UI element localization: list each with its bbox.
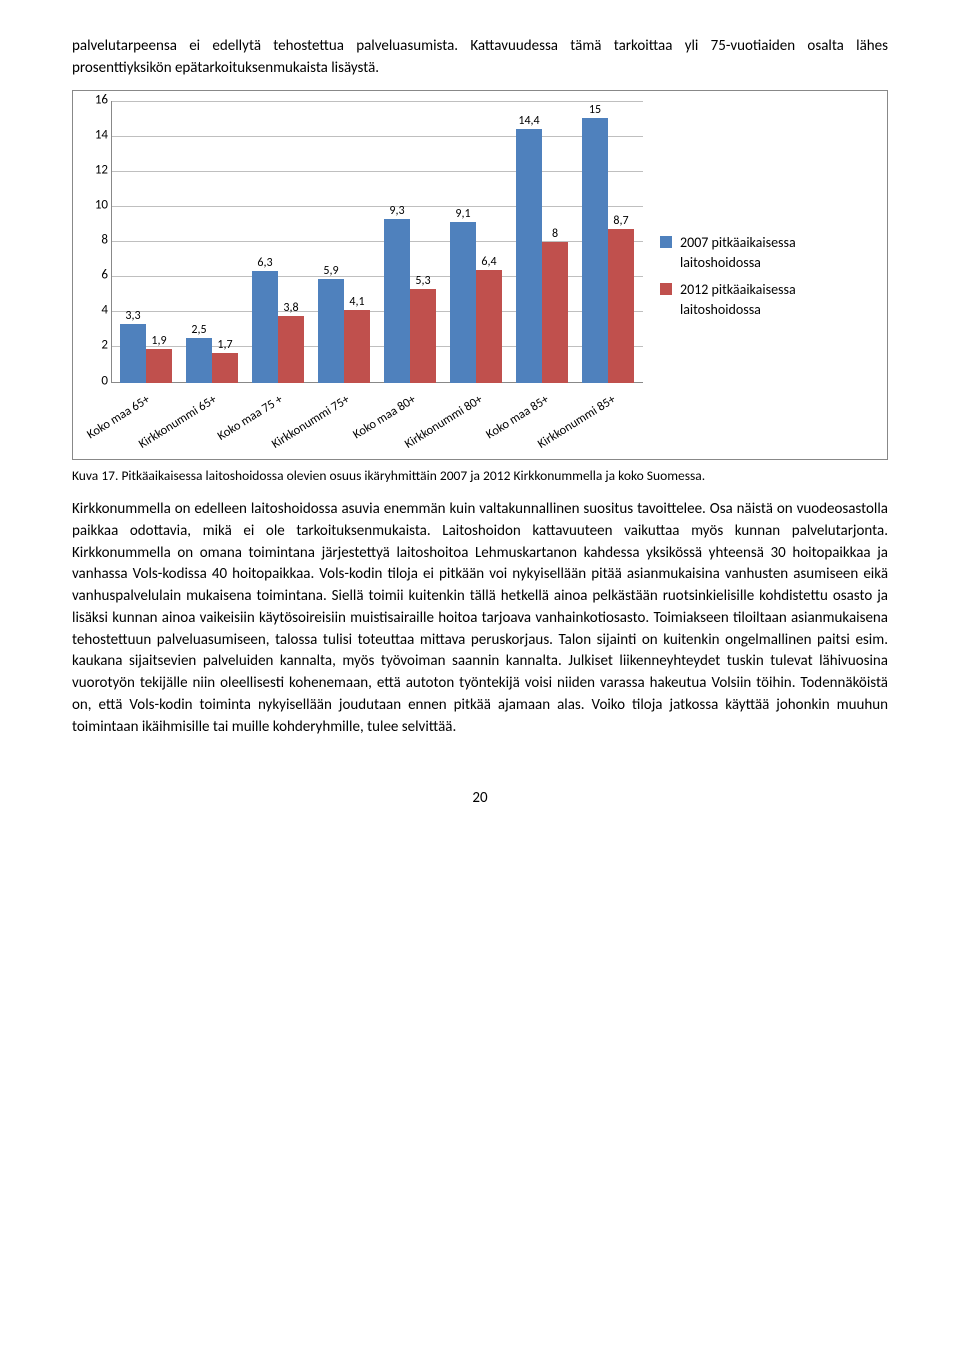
bar-group: 158,7 xyxy=(575,101,641,383)
y-tick-label: 8 xyxy=(88,232,108,251)
x-tick-label: Kirkkonummi 85+ xyxy=(577,383,644,453)
y-tick-label: 12 xyxy=(88,161,108,180)
bar: 14,4 xyxy=(516,129,542,383)
bar-value-label: 4,1 xyxy=(349,294,364,311)
bar-value-label: 6,4 xyxy=(481,254,496,271)
bar: 5,9 xyxy=(318,279,344,383)
page-number: 20 xyxy=(72,788,888,810)
bar-group: 3,31,9 xyxy=(113,101,179,383)
bar-group: 9,16,4 xyxy=(443,101,509,383)
bar-value-label: 8,7 xyxy=(613,213,628,230)
bar-value-label: 1,7 xyxy=(217,337,232,354)
bar: 8,7 xyxy=(608,229,634,382)
bar-group: 2,51,7 xyxy=(179,101,245,383)
bar: 2,5 xyxy=(186,338,212,382)
bar-group: 14,48 xyxy=(509,101,575,383)
bar-value-label: 14,4 xyxy=(518,113,539,130)
legend-label: 2007 pitkäaikaisessa laitoshoidossa xyxy=(680,233,868,274)
y-tick-label: 2 xyxy=(88,337,108,356)
bar: 6,4 xyxy=(476,270,502,383)
y-tick-label: 14 xyxy=(88,126,108,145)
bar-group: 9,35,3 xyxy=(377,101,443,383)
bar-value-label: 5,3 xyxy=(415,273,430,290)
legend-item: 2007 pitkäaikaisessa laitoshoidossa xyxy=(660,233,868,274)
y-tick-label: 4 xyxy=(88,302,108,321)
bar-group: 6,33,8 xyxy=(245,101,311,383)
bar-value-label: 8 xyxy=(552,226,558,243)
bar: 1,9 xyxy=(146,349,172,382)
chart-caption: Kuva 17. Pitkäaikaisessa laitoshoidossa … xyxy=(72,466,888,486)
y-tick-label: 16 xyxy=(88,91,108,110)
bar-value-label: 6,3 xyxy=(257,255,272,272)
y-tick-label: 6 xyxy=(88,267,108,286)
y-tick-label: 10 xyxy=(88,196,108,215)
bar-group: 5,94,1 xyxy=(311,101,377,383)
chart-legend: 2007 pitkäaikaisessa laitoshoidossa 2012… xyxy=(651,220,877,333)
bar: 6,3 xyxy=(252,271,278,382)
bar: 9,1 xyxy=(450,222,476,382)
bar: 3,3 xyxy=(120,324,146,382)
plot-area: 0246810121416 3,31,92,51,76,33,85,94,19,… xyxy=(111,101,643,383)
legend-swatch-icon xyxy=(660,283,672,295)
legend-item: 2012 pitkäaikaisessa laitoshoidossa xyxy=(660,280,868,321)
body-paragraph: Kirkkonummella on edelleen laitoshoidoss… xyxy=(72,499,888,738)
bar-value-label: 1,9 xyxy=(151,333,166,350)
chart-container: 0246810121416 3,31,92,51,76,33,85,94,19,… xyxy=(72,90,888,460)
bar: 5,3 xyxy=(410,289,436,382)
legend-swatch-icon xyxy=(660,236,672,248)
bar: 4,1 xyxy=(344,310,370,382)
bar-value-label: 9,3 xyxy=(389,203,404,220)
bar: 8 xyxy=(542,242,568,383)
intro-paragraph: palvelutarpeensa ei edellytä tehostettua… xyxy=(72,36,888,80)
legend-label: 2012 pitkäaikaisessa laitoshoidossa xyxy=(680,280,868,321)
y-tick-label: 0 xyxy=(88,372,108,391)
bar: 1,7 xyxy=(212,353,238,383)
bar-value-label: 2,5 xyxy=(191,322,206,339)
bar-value-label: 3,8 xyxy=(283,300,298,317)
bar-value-label: 9,1 xyxy=(455,206,470,223)
bar-value-label: 15 xyxy=(589,102,601,119)
bar-value-label: 5,9 xyxy=(323,263,338,280)
bar: 15 xyxy=(582,118,608,382)
bar-value-label: 3,3 xyxy=(125,308,140,325)
bar: 3,8 xyxy=(278,316,304,383)
bar: 9,3 xyxy=(384,219,410,383)
